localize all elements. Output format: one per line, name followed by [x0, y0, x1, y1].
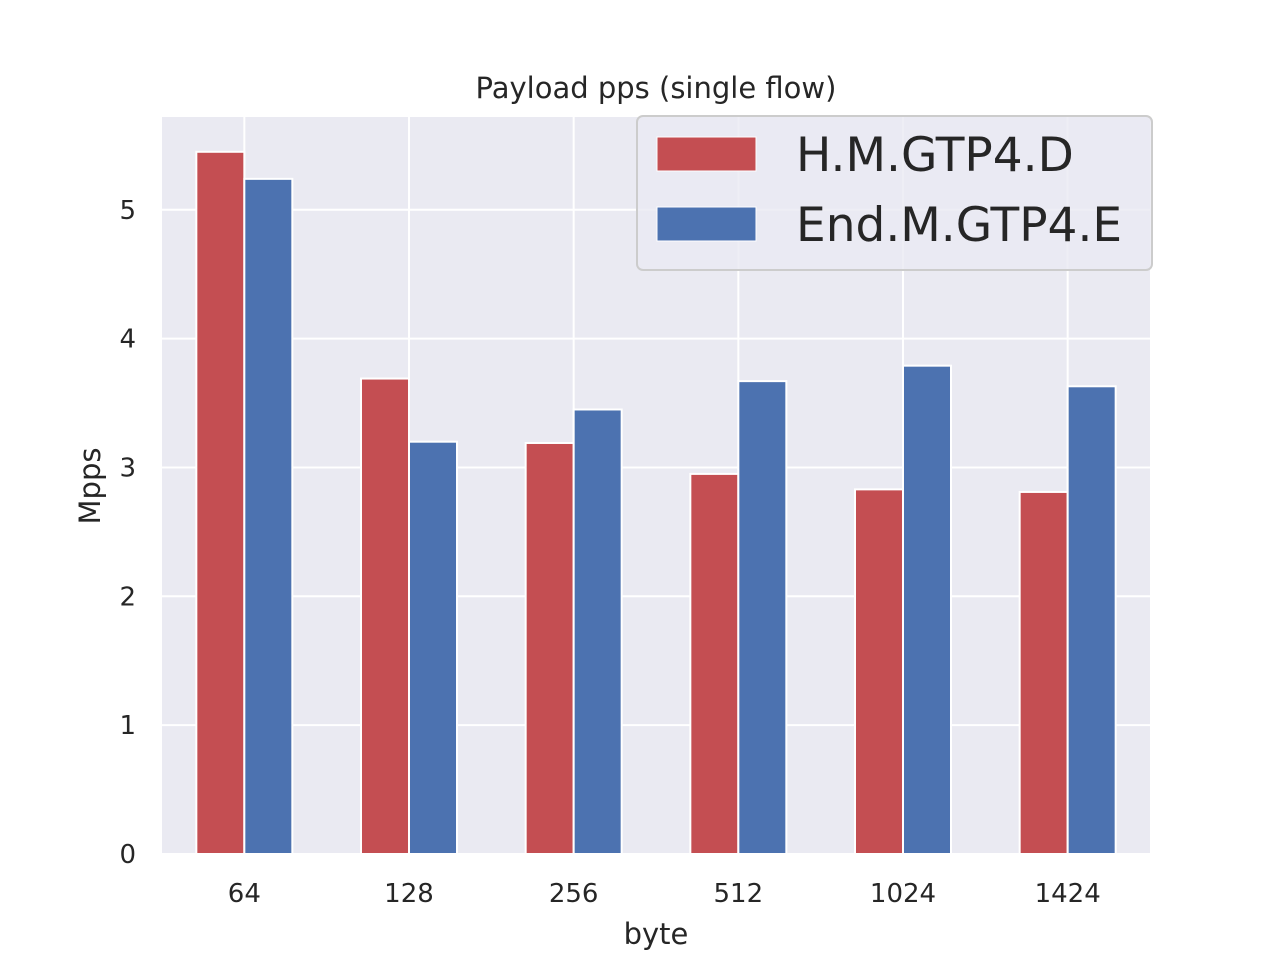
legend-swatch-h-m-gtp4-d	[656, 136, 757, 172]
bar-end-m-gtp4-e-1424	[1066, 385, 1117, 855]
bar-h-m-gtp4-d-256	[524, 441, 575, 855]
x-tick-label: 1024	[870, 879, 936, 909]
y-tick-label: 4	[119, 325, 136, 355]
legend: H.M.GTP4.D End.M.GTP4.E	[636, 115, 1153, 271]
chart-title: Payload pps (single flow)	[476, 71, 837, 105]
y-tick-label: 3	[119, 453, 136, 483]
bar-end-m-gtp4-e-256	[572, 408, 623, 855]
bar-end-m-gtp4-e-64	[243, 177, 294, 856]
legend-label-h-m-gtp4-d: H.M.GTP4.D	[796, 128, 1074, 183]
legend-label-end-m-gtp4-e: End.M.GTP4.E	[796, 198, 1122, 253]
bar-h-m-gtp4-d-1424	[1018, 490, 1069, 855]
y-tick-label: 0	[119, 840, 136, 870]
x-axis-label: byte	[624, 917, 689, 951]
bar-h-m-gtp4-d-512	[689, 472, 740, 855]
legend-box	[636, 115, 1153, 271]
bar-end-m-gtp4-e-512	[737, 380, 788, 855]
y-tick-label: 1	[119, 711, 136, 741]
bar-h-m-gtp4-d-64	[195, 150, 246, 856]
legend-swatch-end-m-gtp4-e	[656, 206, 757, 242]
bars	[195, 150, 1117, 856]
bar-h-m-gtp4-d-128	[360, 377, 410, 855]
x-tick-label: 256	[549, 879, 599, 909]
tick-labels: 0 1 2 3 4 5 64 128 256 512 1024 1424	[119, 196, 1100, 909]
y-tick-label: 5	[119, 196, 136, 226]
y-tick-label: 2	[119, 582, 136, 612]
y-axis-label: Mpps	[73, 448, 107, 525]
x-tick-label: 128	[384, 879, 434, 909]
x-tick-label: 1424	[1035, 879, 1101, 909]
x-tick-label: 512	[714, 879, 764, 909]
x-tick-label: 64	[228, 879, 261, 909]
bar-h-m-gtp4-d-1024	[854, 488, 904, 855]
bar-end-m-gtp4-e-128	[408, 440, 458, 855]
bar-end-m-gtp4-e-1024	[902, 364, 952, 855]
